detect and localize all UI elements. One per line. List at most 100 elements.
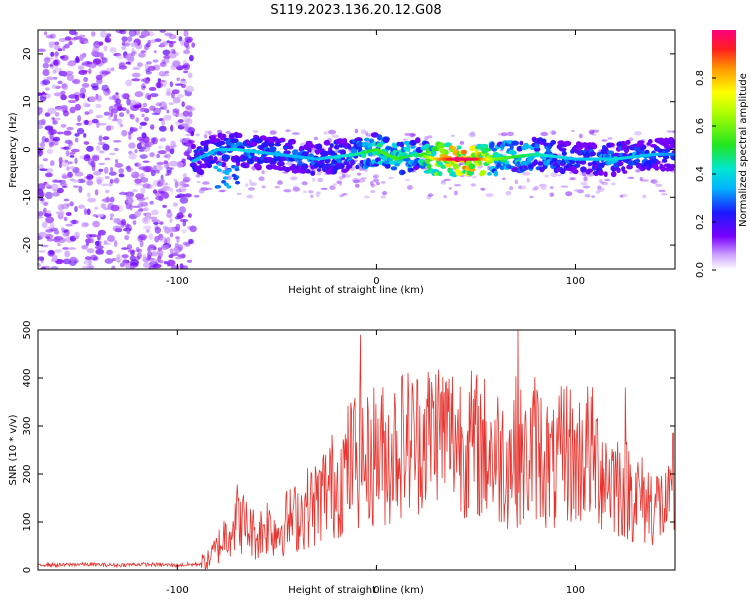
noise-blob xyxy=(51,254,58,262)
halo-blob xyxy=(557,174,562,177)
signal-blob xyxy=(351,148,358,154)
noise-blob xyxy=(96,233,101,241)
halo-blob xyxy=(283,189,292,193)
halo-blob xyxy=(353,179,360,184)
noise-blob xyxy=(168,226,176,233)
halo-blob xyxy=(198,188,205,194)
noise-blob xyxy=(105,125,111,132)
signal-blob xyxy=(347,143,352,150)
noise-blob xyxy=(141,113,145,118)
noise-blob xyxy=(163,191,169,200)
noise-blob xyxy=(176,161,183,169)
halo-blob xyxy=(342,193,348,196)
signal-blob xyxy=(430,150,437,157)
noise-blob xyxy=(98,162,106,166)
signal-core xyxy=(671,152,675,156)
noise-blob xyxy=(40,141,45,148)
signal-blob xyxy=(394,162,400,167)
noise-blob xyxy=(66,74,74,81)
noise-blob xyxy=(78,34,86,38)
noise-blob xyxy=(93,171,102,176)
noise-blob xyxy=(119,112,125,118)
noise-blob xyxy=(69,106,76,114)
noise-blob xyxy=(156,81,162,89)
signal-blob xyxy=(580,166,587,173)
signal-excursion xyxy=(221,180,227,184)
noise-blob xyxy=(153,221,159,225)
noise-blob xyxy=(174,195,182,199)
noise-blob xyxy=(59,55,65,59)
noise-blob xyxy=(78,185,83,193)
halo-blob xyxy=(407,185,413,190)
noise-blob xyxy=(51,138,58,142)
noise-blob xyxy=(182,220,187,227)
noise-blob xyxy=(182,265,188,269)
signal-blob xyxy=(522,143,530,150)
noise-blob xyxy=(54,65,59,74)
noise-blob xyxy=(124,235,130,241)
halo-blob xyxy=(544,174,549,178)
noise-blob xyxy=(149,93,159,98)
signal-blob xyxy=(410,145,416,149)
noise-blob xyxy=(132,104,142,109)
noise-blob xyxy=(163,260,168,265)
signal-blob xyxy=(656,160,661,165)
noise-blob xyxy=(145,61,152,65)
noise-blob xyxy=(93,40,101,49)
noise-blob xyxy=(83,76,88,83)
noise-blob xyxy=(126,229,131,235)
noise-blob xyxy=(95,103,102,109)
noise-blob xyxy=(83,208,88,216)
noise-blob xyxy=(181,101,185,108)
noise-blob xyxy=(140,177,149,183)
signal-blob xyxy=(616,167,621,173)
noise-blob xyxy=(38,250,46,253)
noise-blob xyxy=(163,114,172,121)
noise-blob xyxy=(88,62,97,69)
noise-blob xyxy=(46,238,55,242)
noise-blob xyxy=(132,67,141,70)
noise-blob xyxy=(92,85,99,91)
noise-blob xyxy=(148,244,156,249)
noise-blob xyxy=(183,70,189,74)
noise-blob xyxy=(133,128,137,132)
noise-blob xyxy=(176,77,180,82)
halo-blob xyxy=(580,181,588,186)
halo-blob xyxy=(506,131,514,137)
noise-blob xyxy=(54,117,61,121)
noise-blob xyxy=(130,51,136,57)
snr-xlabel: Height of straight line (km) xyxy=(288,585,424,596)
noise-blob xyxy=(175,223,181,231)
noise-blob xyxy=(113,53,122,57)
noise-blob xyxy=(153,50,157,53)
noise-blob xyxy=(46,148,54,155)
halo-blob xyxy=(459,162,465,166)
noise-blob xyxy=(48,41,57,46)
signal-blob xyxy=(561,151,567,156)
noise-blob xyxy=(95,176,104,183)
signal-blob xyxy=(406,143,411,148)
noise-blob xyxy=(86,208,91,216)
signal-blob xyxy=(663,155,670,160)
noise-blob xyxy=(158,125,167,132)
colorbar-label: Normalized spectral amplitude xyxy=(738,73,749,227)
noise-blob xyxy=(67,171,73,178)
noise-blob xyxy=(92,44,101,49)
snr-xtick-label: -100 xyxy=(166,585,189,596)
snr-ticks: -100 0 100 0 100 200 300 400 500 xyxy=(22,320,675,596)
noise-blob xyxy=(188,238,194,244)
noise-blob xyxy=(177,93,185,99)
noise-blob xyxy=(89,234,98,238)
halo-blob xyxy=(380,181,386,184)
signal-blob xyxy=(274,142,282,147)
halo-blob xyxy=(285,129,291,133)
signal-blob xyxy=(539,168,545,173)
noise-blob xyxy=(67,161,73,165)
noise-blob xyxy=(43,57,51,64)
noise-blob xyxy=(136,136,144,141)
halo-blob xyxy=(246,194,254,199)
signal-blob xyxy=(408,168,414,172)
spectrogram-ytick-label: -20 xyxy=(22,237,33,253)
signal-blob xyxy=(597,170,605,176)
noise-blob xyxy=(97,229,106,236)
